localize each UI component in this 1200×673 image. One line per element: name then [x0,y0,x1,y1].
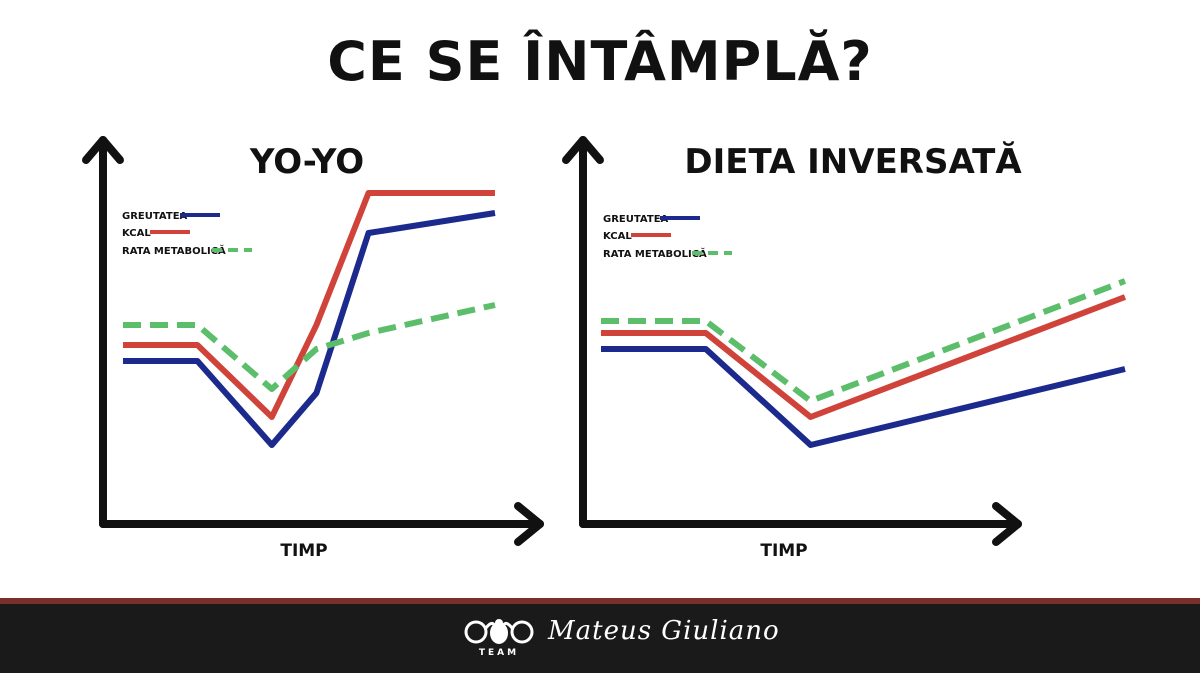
brand-text: TEAM [478,648,520,658]
x-axis-arrow-head [992,502,1022,546]
x-axis-arrow-head [514,502,544,546]
footer-bar: TEAM Mateus Giuliano [0,598,1200,673]
legend-label-rata: RATA METABOLICĂ [603,247,707,260]
brand-logo: TEAM [462,618,536,664]
series-line-rata-metabolic- [123,302,496,392]
y-axis-arrow-head [82,136,124,164]
legend-label-rata: RATA METABOLICĂ [122,244,226,257]
page-title: CE SE ÎNTÂMPLĂ? [327,30,873,93]
charts-canvas: YO-YO TIMP GREUTATEA KCAL RATA METABOLIC… [82,136,1127,561]
legend-label-kcal: KCAL [122,228,151,239]
y-axis-arrow-head [562,136,604,164]
axes [562,136,1022,546]
axes [82,136,544,546]
legend: GREUTATEA KCAL RATA METABOLICĂ [603,214,732,260]
chart-dieta-inversata: DIETA INVERSATĂ TIMP GREUTATEA KCAL RATA… [562,136,1127,561]
series-line-greutatea [601,346,1126,448]
legend-label-kcal: KCAL [603,231,632,242]
legend-label-greutatea: GREUTATEA [122,211,188,222]
signature: Mateus Giuliano [548,616,780,646]
chart-title: DIETA INVERSATĂ [684,141,1022,182]
x-axis-label: TIMP [280,541,327,561]
series-line-kcal [123,190,495,420]
series-lines [601,278,1127,448]
legend: GREUTATEA KCAL RATA METABOLICĂ [122,211,252,257]
series-line-greutatea [123,210,496,448]
series-lines [123,190,496,448]
legend-label-greutatea: GREUTATEA [603,214,669,225]
series-line-kcal [601,294,1127,420]
x-axis-label: TIMP [760,541,807,561]
chart-title: YO-YO [249,142,364,182]
muscle-logo-icon [464,619,534,644]
chart-yoyo: YO-YO TIMP GREUTATEA KCAL RATA METABOLIC… [82,136,544,561]
series-line-rata-metabolic- [601,278,1127,404]
